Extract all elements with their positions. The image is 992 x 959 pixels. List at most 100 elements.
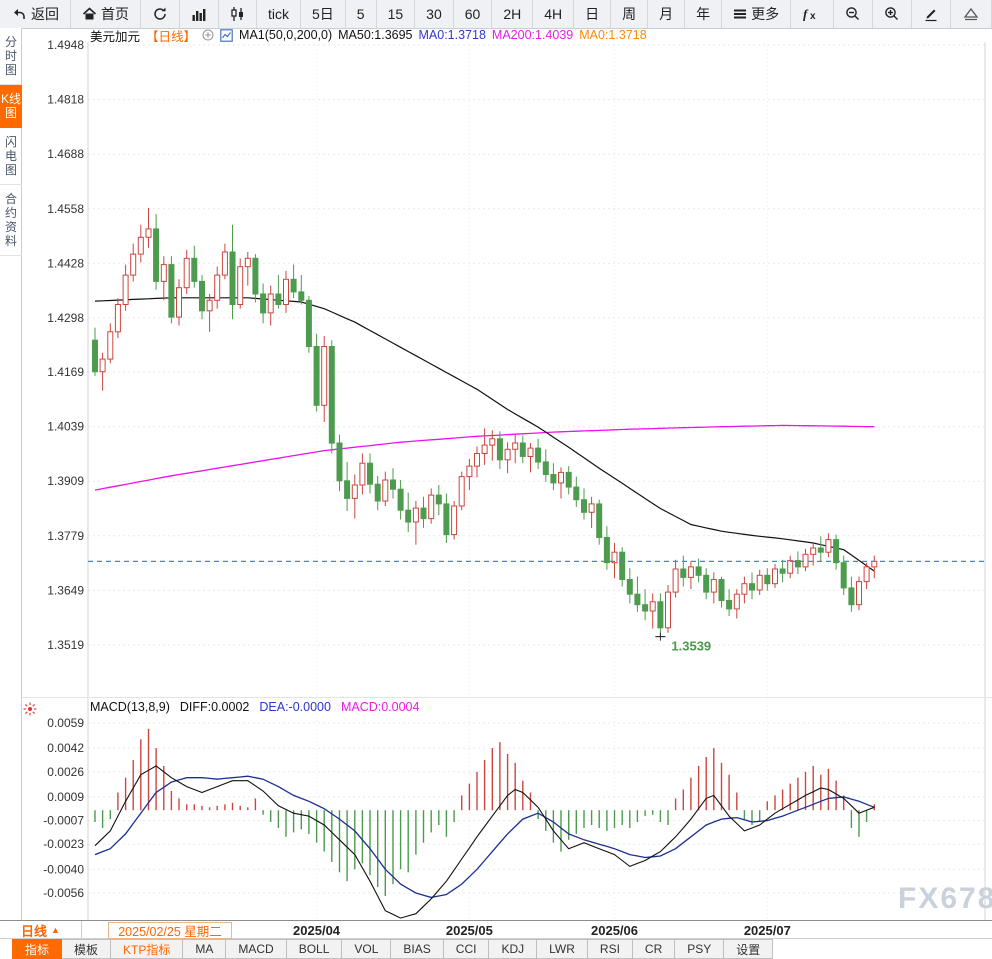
period-tag: 【日线】 [146, 29, 197, 44]
tab-CR[interactable]: CR [632, 939, 676, 959]
toolbar-year-button[interactable]: 年 [685, 0, 723, 28]
tab-MACD[interactable]: MACD [226, 939, 287, 959]
toolbar-volume-chart-button[interactable] [180, 0, 219, 28]
macd-settings-icon[interactable] [23, 702, 37, 716]
toolbar-home-button[interactable]: 首页 [71, 0, 141, 28]
svg-text:0.0026: 0.0026 [47, 765, 84, 779]
toolbar-home-label: 首页 [101, 6, 129, 22]
toolbar-week-button[interactable]: 周 [611, 0, 649, 28]
toolbar-more-button[interactable]: 更多 [722, 0, 792, 28]
toolbar-2h-button[interactable]: 2H [492, 0, 534, 28]
main-chart-header: 美元加元 【日线】 MA1(50,0,200,0) MA50:1.3695 MA… [90, 27, 647, 44]
toolbar-tick-label: tick [268, 6, 289, 22]
toolbar-15m-button[interactable]: 15 [377, 0, 416, 28]
period-selector[interactable]: 日线 ▲ [0, 921, 82, 939]
toolbar-5d-label: 5日 [312, 6, 334, 22]
candlestick-icon [230, 6, 245, 22]
toolbar-zoom-out-button[interactable] [834, 0, 874, 28]
refresh-icon [152, 6, 168, 22]
tab-KDJ[interactable]: KDJ [489, 939, 538, 959]
ma0-close-value: MA0:1.3718 [418, 28, 486, 42]
macd-diff-value: DIFF:0.0002 [179, 699, 250, 714]
x-axis-month-label: 2025/06 [591, 923, 639, 938]
macd-histogram [94, 728, 875, 896]
toolbar-5m-button[interactable]: 5 [346, 0, 377, 28]
toolbar-back-label: 返回 [31, 6, 59, 22]
sidebar-item-闪电图[interactable]: 闪电图 [0, 128, 22, 185]
svg-text:1.3649: 1.3649 [47, 583, 84, 597]
svg-text:1.4298: 1.4298 [47, 311, 84, 325]
tab-LWR[interactable]: LWR [537, 939, 588, 959]
svg-text:-0.0007: -0.0007 [43, 814, 84, 828]
triangle-up-icon [962, 6, 980, 22]
svg-text:1.4818: 1.4818 [47, 93, 84, 107]
toolbar-60m-button[interactable]: 60 [454, 0, 493, 28]
period-selector-label: 日线 [21, 923, 48, 939]
tab-VOL[interactable]: VOL [342, 939, 392, 959]
svg-text:1.3779: 1.3779 [47, 529, 84, 543]
toolbar-kline-chart-button[interactable] [219, 0, 257, 28]
low-price-label: 1.3539 [655, 632, 711, 654]
macd-y-axis-labels: 0.0059 0.0042 0.0026 0.0009 -0.0007 -0.0023 -0… [43, 716, 84, 900]
tab-MA[interactable]: MA [183, 939, 227, 959]
main-y-axis-labels: 1.4948 1.4818 1.4688 1.4558 1.4428 1.4298 1.41… [47, 40, 84, 652]
svg-text:1.3539: 1.3539 [671, 639, 711, 654]
svg-text:1.4948: 1.4948 [47, 40, 84, 52]
triangle-up-small-icon: ▲ [51, 925, 60, 935]
toolbar-refresh-button[interactable] [141, 0, 180, 28]
toolbar-week-label: 周 [622, 6, 637, 22]
home-icon [82, 7, 97, 21]
svg-text:0.0059: 0.0059 [47, 716, 84, 730]
indicator-chart-icon[interactable] [220, 28, 233, 42]
ma50-value: MA50:1.3695 [338, 28, 413, 42]
toolbar-day-label: 日 [585, 6, 600, 22]
tab-RSI[interactable]: RSI [587, 939, 633, 959]
macd-title: MACD(13,8,9) [90, 699, 170, 714]
sidebar-item-合约资料[interactable]: 合约资料 [0, 185, 22, 256]
ma-settings-label: MA1(50,0,200,0) [239, 28, 333, 42]
toolbar-30m-label: 30 [426, 6, 442, 22]
svg-text:-0.0056: -0.0056 [43, 886, 84, 900]
tab-模板[interactable]: 模板 [62, 939, 112, 959]
toolbar-tick-button[interactable]: tick [257, 0, 301, 28]
candles [92, 207, 878, 637]
toolbar-back-button[interactable]: 返回 [0, 0, 71, 28]
symbol-name: 美元加元 [90, 29, 141, 44]
ma0-open-value: MA0:1.3718 [579, 28, 647, 42]
svg-text:x: x [810, 11, 816, 22]
compare-add-icon[interactable] [202, 29, 214, 41]
tab-CCI[interactable]: CCI [443, 939, 490, 959]
toolbar-5m-label: 5 [356, 6, 365, 22]
toolbar-draw-button[interactable] [912, 0, 952, 28]
ma200-value: MA200:1.4039 [491, 28, 574, 42]
chart-type-sidebar: 分时图 K线图 闪电图 合约资料 [0, 28, 22, 920]
toolbar-month-button[interactable]: 月 [648, 0, 686, 28]
tab-KTP指标[interactable]: KTP指标 [111, 939, 184, 959]
macd-header: MACD(13,8,9) DIFF:0.0002 DEA:-0.0000 MAC… [90, 699, 419, 714]
zoom-in-icon [884, 6, 900, 22]
svg-text:1.3519: 1.3519 [47, 638, 84, 652]
tab-指标[interactable]: 指标 [12, 939, 63, 959]
tab-BIAS[interactable]: BIAS [391, 939, 444, 959]
svg-text:1.4428: 1.4428 [47, 256, 84, 270]
toolbar-day-button[interactable]: 日 [574, 0, 612, 28]
bar-chart-icon [191, 7, 207, 22]
toolbar-zoom-in-button[interactable] [873, 0, 913, 28]
toolbar-4h-button[interactable]: 4H [533, 0, 575, 28]
toolbar-30m-button[interactable]: 30 [415, 0, 454, 28]
svg-text:-0.0040: -0.0040 [43, 862, 84, 876]
svg-text:-0.0023: -0.0023 [43, 837, 84, 851]
svg-text:1.4558: 1.4558 [47, 202, 84, 216]
svg-text:0.0009: 0.0009 [47, 790, 84, 804]
tab-设置[interactable]: 设置 [724, 939, 774, 959]
toolbar-5d-button[interactable]: 5日 [301, 0, 346, 28]
sidebar-item-K线图[interactable]: K线图 [0, 85, 22, 128]
toolbar-marker-up-button[interactable] [951, 0, 992, 28]
tab-BOLL[interactable]: BOLL [286, 939, 343, 959]
svg-text:1.4688: 1.4688 [47, 147, 84, 161]
sidebar-item-分时图[interactable]: 分时图 [0, 28, 22, 85]
zoom-out-icon [845, 6, 861, 22]
tab-PSY[interactable]: PSY [675, 939, 725, 959]
price-chart-canvas[interactable]: 1.4948 1.4818 1.4688 1.4558 1.4428 1.4298 1.41… [0, 40, 992, 920]
